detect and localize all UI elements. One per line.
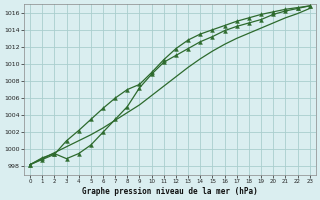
X-axis label: Graphe pression niveau de la mer (hPa): Graphe pression niveau de la mer (hPa) <box>82 187 258 196</box>
